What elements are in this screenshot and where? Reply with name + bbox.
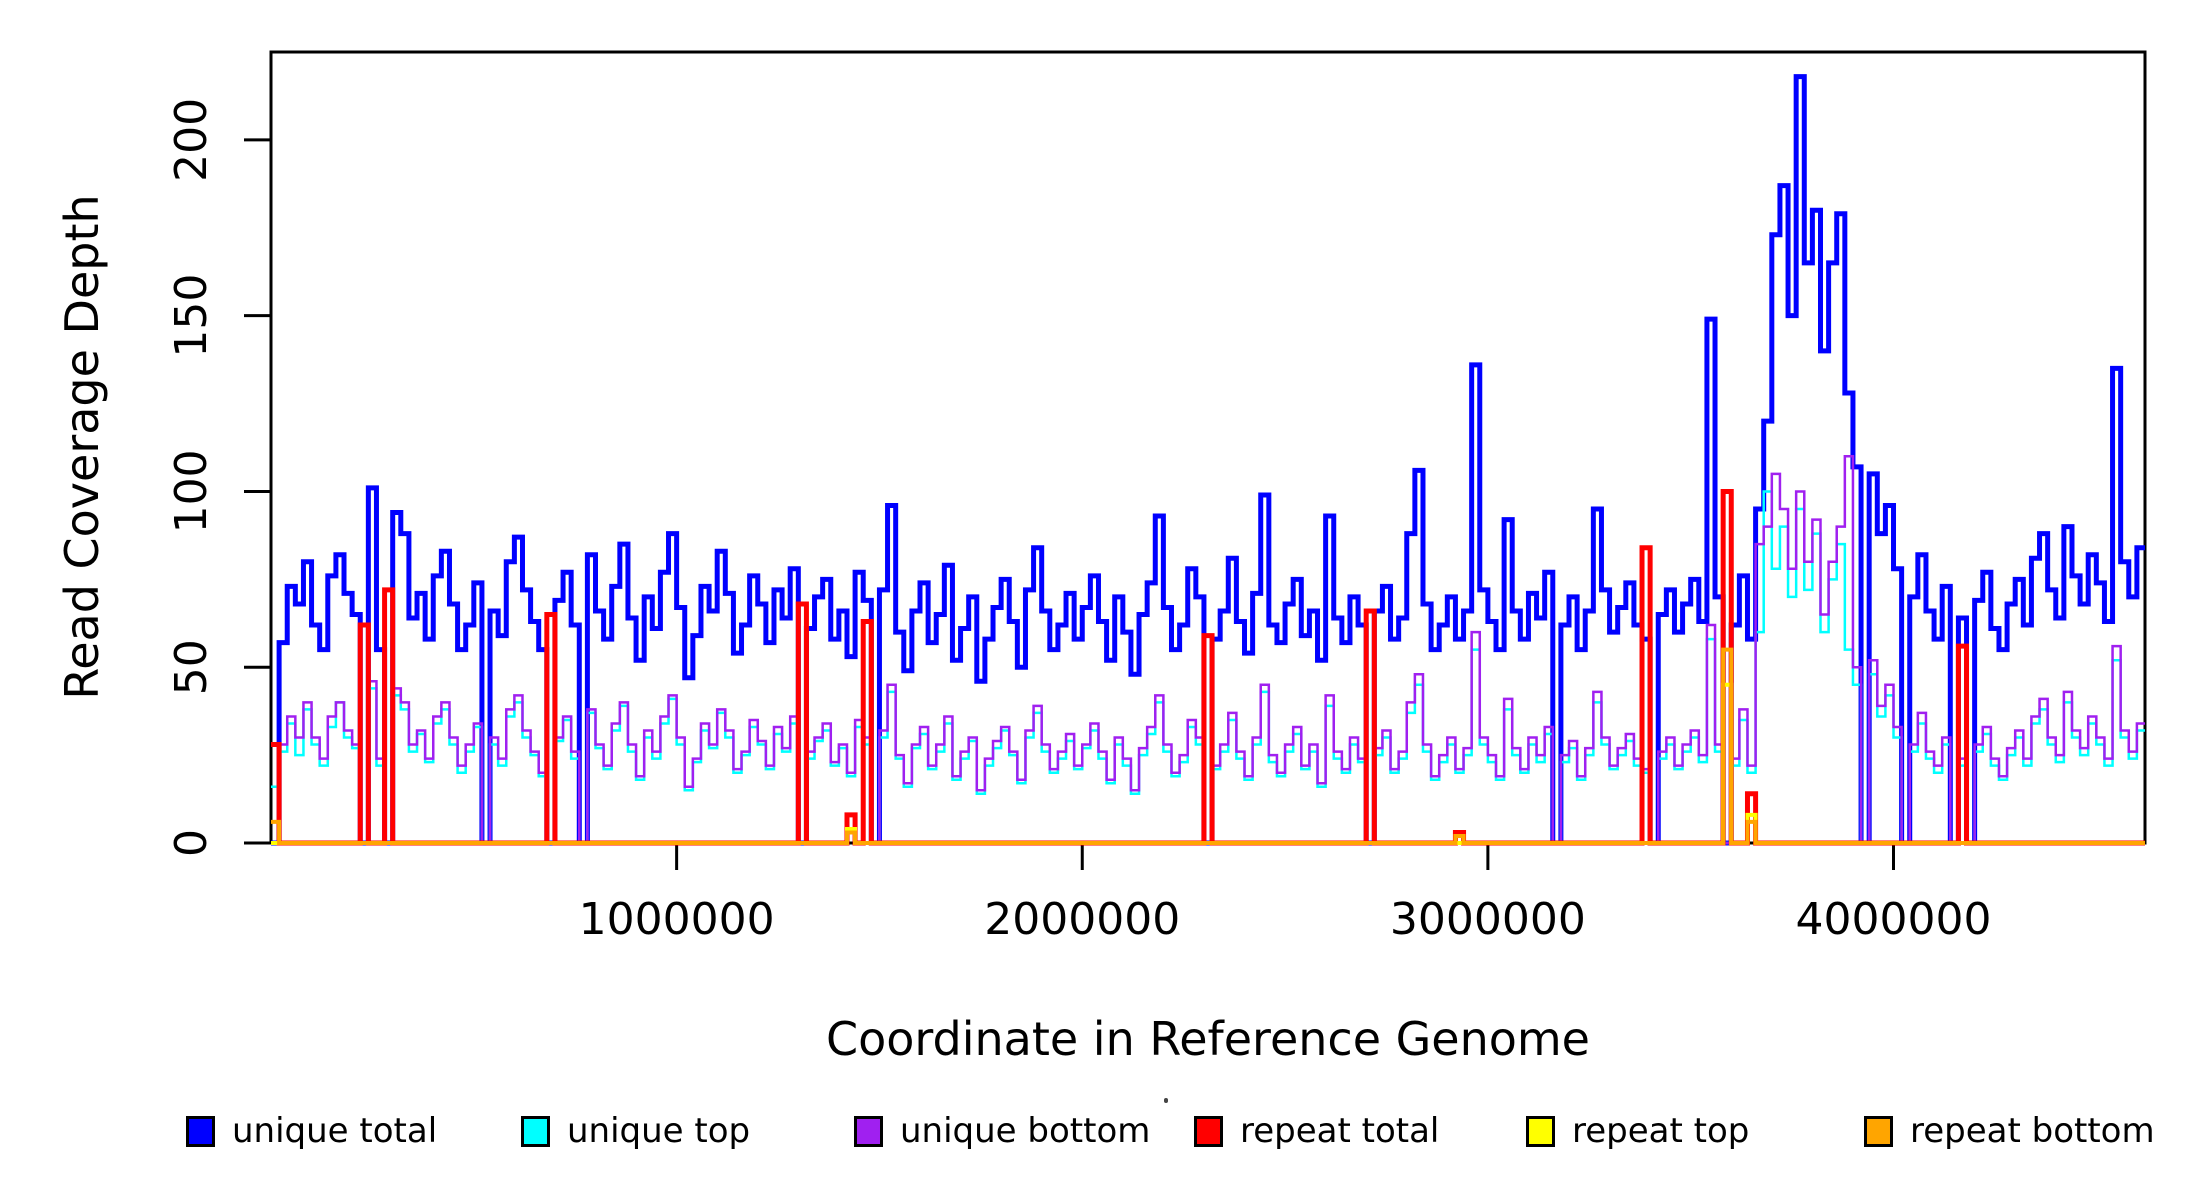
legend-item-unique-bottom: unique bottom: [854, 1111, 1151, 1151]
x-tick-label: 3000000: [1390, 894, 1586, 945]
legend-label-unique-total: unique total: [232, 1111, 438, 1151]
legend-swatch-repeat-total: [1194, 1115, 1223, 1147]
stray-mark: [1164, 1098, 1168, 1103]
line-unique-top: [271, 490, 2145, 845]
legend-item-unique-total: unique total: [186, 1111, 438, 1151]
legend-item-repeat-bottom: repeat bottom: [1864, 1111, 2155, 1151]
x-axis-title: Coordinate in Reference Genome: [826, 1012, 1590, 1066]
y-tick-label: 150: [166, 274, 217, 358]
plot-box: [269, 50, 2147, 845]
y-tick-label: 200: [166, 98, 217, 182]
line-repeat-top: [271, 682, 2145, 845]
line-repeat-bottom: [271, 647, 2145, 845]
legend-swatch-unique-total: [186, 1115, 215, 1147]
y-tick-label: 0: [166, 829, 217, 857]
line-unique-total: [271, 74, 2145, 846]
legend-item-unique-top: unique top: [521, 1111, 751, 1151]
legend-label-repeat-bottom: repeat bottom: [1910, 1111, 2155, 1151]
legend-swatch-unique-bottom: [854, 1115, 883, 1147]
legend-item-repeat-top: repeat top: [1526, 1111, 1750, 1151]
y-tick-label: 50: [166, 639, 217, 695]
legend-label-repeat-total: repeat total: [1240, 1111, 1440, 1151]
legend-label-unique-top: unique top: [567, 1111, 751, 1151]
x-tick-label: 2000000: [984, 894, 1180, 945]
y-tick-label: 100: [166, 449, 217, 533]
x-tick-label: 4000000: [1796, 894, 1992, 945]
line-repeat-total: [271, 488, 2145, 846]
x-tick-label: 1000000: [579, 894, 775, 945]
legend-item-repeat-total: repeat total: [1194, 1111, 1440, 1151]
legend-label-repeat-top: repeat top: [1572, 1111, 1750, 1151]
legend-swatch-unique-top: [521, 1115, 550, 1147]
y-axis-title: Read Coverage Depth: [55, 194, 109, 700]
line-unique-bottom: [271, 455, 2145, 845]
legend-swatch-repeat-bottom: [1864, 1115, 1893, 1147]
legend-label-unique-bottom: unique bottom: [900, 1111, 1151, 1151]
legend-swatch-repeat-top: [1526, 1115, 1555, 1147]
